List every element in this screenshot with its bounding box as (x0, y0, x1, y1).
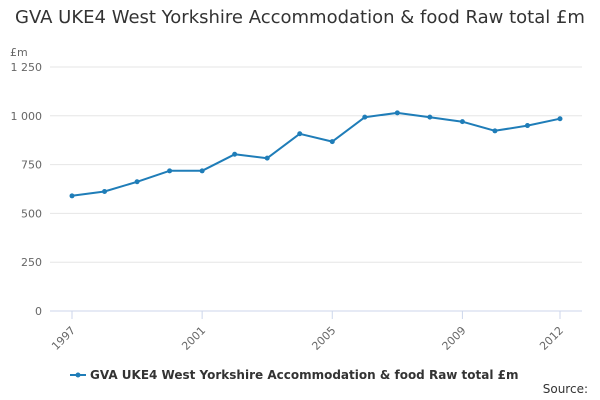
data-point[interactable] (329, 139, 335, 145)
x-tick-label: 1997 (49, 324, 78, 353)
y-tick-label: 500 (21, 207, 42, 220)
data-point[interactable] (134, 179, 140, 185)
data-point[interactable] (557, 116, 563, 122)
data-point[interactable] (524, 123, 530, 129)
source-label: Source: (542, 382, 588, 396)
y-tick-label: 1 000 (11, 110, 43, 123)
data-point[interactable] (297, 131, 303, 137)
legend-label: GVA UKE4 West Yorkshire Accommodation & … (90, 368, 519, 382)
data-point[interactable] (362, 114, 368, 120)
y-tick-label: 250 (21, 256, 42, 269)
y-tick-label: 750 (21, 159, 42, 172)
y-axis-unit-label: £m (10, 46, 28, 59)
gridlines (50, 66, 582, 263)
data-point[interactable] (69, 193, 75, 199)
x-tick-label: 2012 (537, 324, 566, 353)
axes: 0 250 500 750 1 000 1 250 1997 2001 2005 2009 2012 (11, 61, 582, 353)
data-point[interactable] (427, 114, 433, 120)
x-tick-label: 2005 (309, 324, 338, 353)
legend-line-marker-icon (70, 372, 86, 378)
data-point[interactable] (167, 168, 173, 174)
data-point[interactable] (459, 119, 465, 125)
x-tick-label: 2009 (440, 324, 469, 353)
legend[interactable]: GVA UKE4 West Yorkshire Accommodation & … (70, 366, 519, 384)
chart-title: GVA UKE4 West Yorkshire Accommodation & … (15, 7, 585, 28)
data-point[interactable] (199, 168, 205, 174)
data-point[interactable] (264, 155, 270, 161)
data-point[interactable] (492, 128, 498, 134)
data-point[interactable] (102, 189, 108, 195)
y-tick-label: 1 250 (11, 61, 43, 74)
y-tick-label: 0 (35, 305, 42, 318)
x-tick-label: 2001 (179, 324, 208, 353)
data-point[interactable] (394, 110, 400, 116)
series-line (71, 111, 561, 197)
data-point[interactable] (232, 151, 238, 157)
series-layer (69, 110, 563, 199)
